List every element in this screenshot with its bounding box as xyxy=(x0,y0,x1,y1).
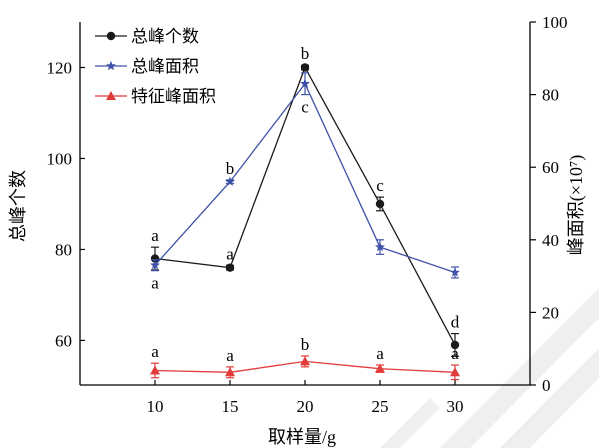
y-right-tick-label: 40 xyxy=(542,231,559,250)
x-axis-title: 取样量/g xyxy=(268,427,336,447)
significance-letter: b xyxy=(226,159,235,178)
watermark xyxy=(380,288,599,448)
significance-letter: b xyxy=(301,335,310,354)
data-point xyxy=(225,367,235,377)
data-point xyxy=(450,267,460,277)
legend-item-3: 特征峰面积 xyxy=(95,87,216,106)
data-point xyxy=(225,176,235,186)
legend-marker xyxy=(106,31,116,41)
data-point xyxy=(300,78,310,88)
series-3 xyxy=(150,355,460,381)
data-point xyxy=(375,199,385,209)
significance-letter: a xyxy=(151,274,159,293)
legend-label: 总峰个数 xyxy=(131,27,199,46)
y-axis-left-title: 总峰个数 xyxy=(8,170,28,242)
data-point xyxy=(300,63,310,72)
legend-label: 总峰面积 xyxy=(131,57,199,76)
y-right-tick-label: 80 xyxy=(542,86,559,105)
y-right-tick-label: 0 xyxy=(542,376,551,395)
data-point xyxy=(375,363,385,373)
significance-letter: a xyxy=(226,346,234,365)
significance-letter: a xyxy=(226,244,234,263)
series-1 xyxy=(150,63,460,357)
axes: 10 15 20 25 30 60 80 100 120 0 20 40 60 80 100 xyxy=(47,13,568,416)
legend-marker xyxy=(106,91,116,100)
legend-item-2: 总峰面积 xyxy=(95,57,199,76)
significance-letter: a xyxy=(151,226,159,245)
data-point xyxy=(225,263,235,272)
y-left-tick-label: 60 xyxy=(55,331,72,350)
significance-letter: c xyxy=(301,98,309,117)
data-point xyxy=(450,340,460,350)
legend-label: 特征峰面积 xyxy=(131,87,216,106)
x-tick-label: 30 xyxy=(447,397,464,416)
legend-item-1: 总峰个数 xyxy=(95,27,199,46)
significance-letter: a xyxy=(376,344,384,363)
series-2 xyxy=(150,72,460,279)
significance-letter: a xyxy=(451,344,459,363)
legend-marker xyxy=(106,60,116,71)
x-tick-label: 25 xyxy=(372,397,389,416)
y-right-tick-label: 60 xyxy=(542,158,559,177)
x-tick-label: 20 xyxy=(297,397,314,416)
y-axis-right-title: 峰面积(×10⁷) xyxy=(566,155,587,255)
x-tick-label: 10 xyxy=(147,397,164,416)
y-left-tick-label: 80 xyxy=(55,240,72,259)
y-right-tick-label: 20 xyxy=(542,303,559,322)
data-point xyxy=(375,241,385,252)
y-left-tick-label: 100 xyxy=(47,149,73,168)
significance-letter: b xyxy=(301,44,310,63)
significance-letter: a xyxy=(151,342,159,361)
significance-letter: c xyxy=(376,176,384,195)
y-left-tick-label: 120 xyxy=(47,58,73,77)
data-point xyxy=(150,254,160,263)
data-point xyxy=(450,367,460,377)
significance-letter: d xyxy=(451,313,460,332)
x-tick-label: 15 xyxy=(222,397,239,416)
series-layer xyxy=(150,63,460,381)
data-point xyxy=(300,356,310,366)
y-right-tick-label: 100 xyxy=(542,13,568,32)
data-point xyxy=(150,260,160,270)
data-point xyxy=(150,365,160,375)
